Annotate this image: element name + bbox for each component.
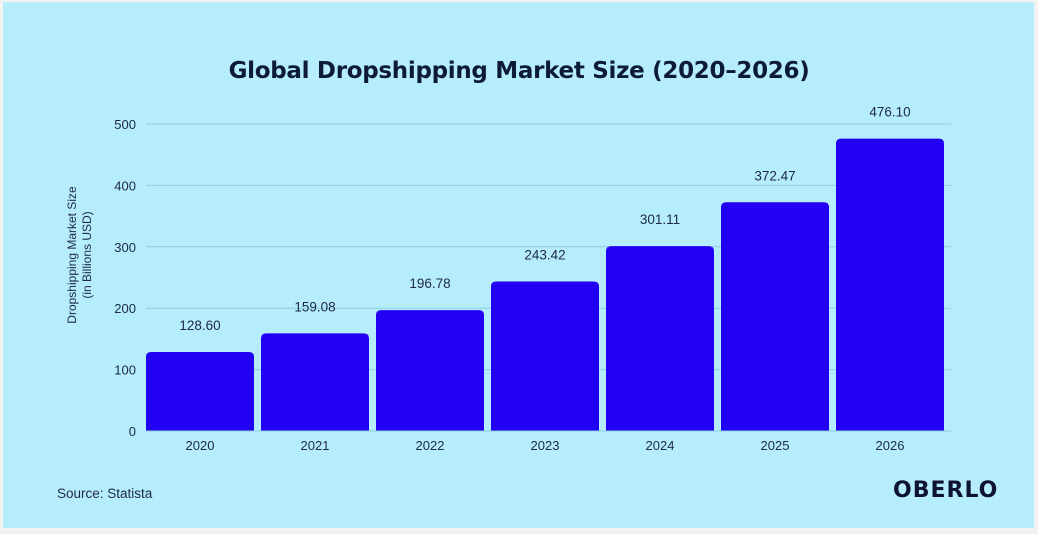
- source-note: Source: Statista: [57, 486, 153, 501]
- y-tick-label: 300: [114, 240, 136, 255]
- data-label: 196.78: [409, 276, 450, 291]
- bar-2024: [606, 246, 714, 431]
- y-tick-label: 500: [114, 117, 136, 132]
- y-axis-label-line: Dropshipping Market Size: [65, 186, 79, 324]
- y-axis-label-line: (in Billions USD): [80, 211, 94, 298]
- oberlo-logo: OBERLO: [893, 478, 999, 503]
- x-tick-label: 2025: [761, 438, 790, 453]
- x-tick-label: 2021: [301, 438, 330, 453]
- data-label: 301.11: [640, 212, 680, 227]
- bar-2026: [836, 138, 944, 431]
- y-tick-label: 100: [114, 363, 136, 378]
- y-axis-label: Dropshipping Market Size (in Billions USD…: [65, 186, 94, 324]
- x-tick-label: 2020: [186, 438, 215, 453]
- data-label: 243.42: [524, 248, 565, 263]
- x-tick-label: 2024: [646, 438, 675, 453]
- data-label: 476.10: [869, 105, 910, 120]
- y-tick-label: 0: [129, 424, 136, 439]
- y-tick-label: 400: [114, 178, 136, 193]
- x-tick-label: 2022: [416, 438, 445, 453]
- data-label: 372.47: [754, 168, 795, 183]
- bar-2020: [146, 352, 254, 431]
- chart-title: Global Dropshipping Market Size (2020–20…: [228, 58, 810, 84]
- bar-2023: [491, 281, 599, 431]
- x-tick-label: 2026: [876, 438, 905, 453]
- y-tick-label: 200: [114, 301, 136, 316]
- data-label: 159.08: [294, 299, 335, 314]
- bar-2025: [721, 202, 829, 431]
- bar-2021: [261, 333, 369, 431]
- x-tick-label: 2023: [531, 438, 560, 453]
- bar-2022: [376, 310, 484, 431]
- data-label: 128.60: [179, 318, 220, 333]
